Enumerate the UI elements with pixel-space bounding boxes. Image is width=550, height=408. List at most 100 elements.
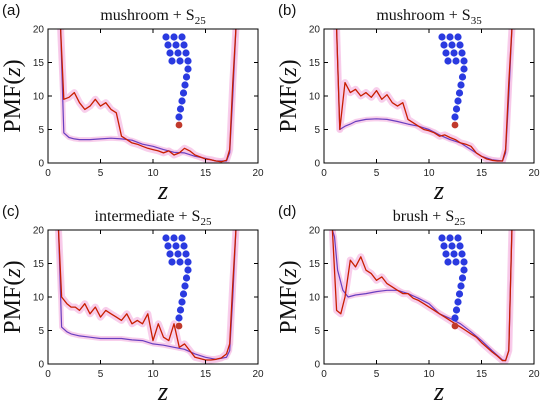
- polymer-bead: [182, 274, 191, 282]
- y-tick-label: 5: [38, 125, 44, 136]
- polymer-bead: [178, 234, 186, 242]
- panel-letter: (d): [278, 203, 296, 220]
- x-tick-label: 20: [252, 369, 264, 380]
- polymer-bead: [172, 242, 180, 250]
- polymer-bead: [170, 33, 178, 41]
- y-axis-label-part: z: [0, 268, 26, 279]
- polymer-bead: [452, 105, 461, 113]
- polymer-bead: [452, 258, 460, 266]
- polymer-bead: [174, 250, 182, 258]
- polymer-bead: [444, 258, 452, 266]
- x-tick-label: 20: [252, 168, 264, 179]
- panel-title-main: intermediate + S: [95, 208, 201, 225]
- x-tick-label: 20: [528, 369, 540, 380]
- polymer-molecule-illustration: [438, 33, 468, 129]
- polymer-bead: [181, 81, 189, 89]
- x-tick-label: 10: [423, 369, 435, 380]
- panel-title-main: mushroom + S: [376, 7, 470, 24]
- x-tick-label: 20: [528, 168, 540, 179]
- polymer-bead: [457, 81, 465, 89]
- y-axis-label-part: z: [276, 67, 302, 78]
- x-axis-label: z: [157, 377, 168, 406]
- x-tick-label: 0: [321, 168, 327, 179]
- polymer-bead: [452, 57, 460, 65]
- polymer-bead: [168, 258, 176, 266]
- series-line-red: [335, 29, 513, 162]
- panel-title: mushroom + S35: [376, 7, 482, 27]
- y-axis-label-part: z: [0, 67, 26, 78]
- polymer-bead: [438, 33, 446, 41]
- y-tick-label: 5: [314, 125, 320, 136]
- polymer-bead: [446, 234, 454, 242]
- polymer-bead: [184, 57, 192, 65]
- polymer-molecule-illustration: [162, 33, 192, 129]
- y-tick-label: 15: [309, 259, 321, 270]
- polymer-bead: [455, 290, 464, 298]
- polymer-bead: [438, 234, 446, 242]
- y-tick-label: 10: [33, 293, 45, 304]
- polymer-bead: [458, 274, 467, 282]
- y-axis-label: PMF(z): [0, 59, 26, 132]
- polymer-bead: [164, 242, 172, 250]
- polymer-bead: [166, 250, 174, 258]
- x-tick-label: 0: [321, 369, 327, 380]
- x-tick-label: 15: [200, 168, 212, 179]
- y-tick-label: 15: [309, 58, 321, 69]
- polymer-bead: [442, 49, 450, 57]
- polymer-bead: [458, 250, 466, 258]
- y-tick-label: 0: [38, 159, 44, 170]
- y-tick-label: 0: [38, 360, 44, 371]
- panel-title-main: brush + S: [393, 208, 454, 225]
- y-axis-label-part: ): [276, 59, 302, 67]
- x-tick-label: 5: [374, 168, 380, 179]
- polymer-bead: [174, 49, 182, 57]
- panel-title-subscript: 25: [195, 15, 207, 27]
- polymer-bead: [454, 298, 462, 306]
- series-line-purple: [60, 29, 237, 162]
- x-tick-label: 5: [374, 369, 380, 380]
- y-tick-label: 15: [33, 58, 45, 69]
- polymer-bead: [457, 282, 465, 290]
- error-band-series-2: [329, 230, 515, 364]
- polymer-bead: [454, 234, 462, 242]
- polymer-bead: [180, 242, 188, 250]
- y-tick-label: 20: [33, 25, 45, 36]
- polymer-bead: [178, 298, 186, 306]
- polymer-bead: [178, 97, 186, 105]
- polymer-bead: [458, 49, 466, 57]
- series-lines: [57, 230, 237, 361]
- polymer-bead: [179, 89, 188, 97]
- polymer-bead: [448, 242, 456, 250]
- polymer-bead: [162, 234, 170, 242]
- polymer-bead: [182, 49, 190, 57]
- panel-letter: (a): [2, 2, 20, 19]
- polymer-bead: [164, 41, 172, 49]
- uncertainty-bands: [57, 29, 240, 163]
- polymer-bead: [170, 234, 178, 242]
- y-axis-label-part: ): [0, 59, 26, 67]
- x-tick-label: 15: [200, 369, 212, 380]
- polymer-bead: [460, 57, 468, 65]
- polymer-bead: [455, 89, 464, 97]
- y-axis-label-part: z: [276, 268, 302, 279]
- polymer-bead: [440, 242, 448, 250]
- polymer-bead: [451, 113, 459, 121]
- anchor-bead: [175, 322, 183, 330]
- chart-panel-c: 0 5 10 15 20 0 5 10 15 20 (c) intermediate + S25 PMF…: [0, 203, 264, 406]
- y-tick-label: 20: [309, 226, 321, 237]
- polymer-bead: [176, 57, 184, 65]
- polymer-bead: [454, 97, 462, 105]
- y-tick-label: 20: [309, 25, 321, 36]
- polymer-bead: [456, 41, 464, 49]
- polymer-bead: [172, 41, 180, 49]
- series-lines: [335, 29, 513, 162]
- polymer-bead: [454, 33, 462, 41]
- polymer-bead: [176, 306, 185, 314]
- y-tick-label: 5: [38, 326, 44, 337]
- polymer-bead: [460, 266, 468, 274]
- panel-letter: (b): [278, 2, 296, 19]
- anchor-bead: [175, 121, 183, 129]
- polymer-bead: [180, 41, 188, 49]
